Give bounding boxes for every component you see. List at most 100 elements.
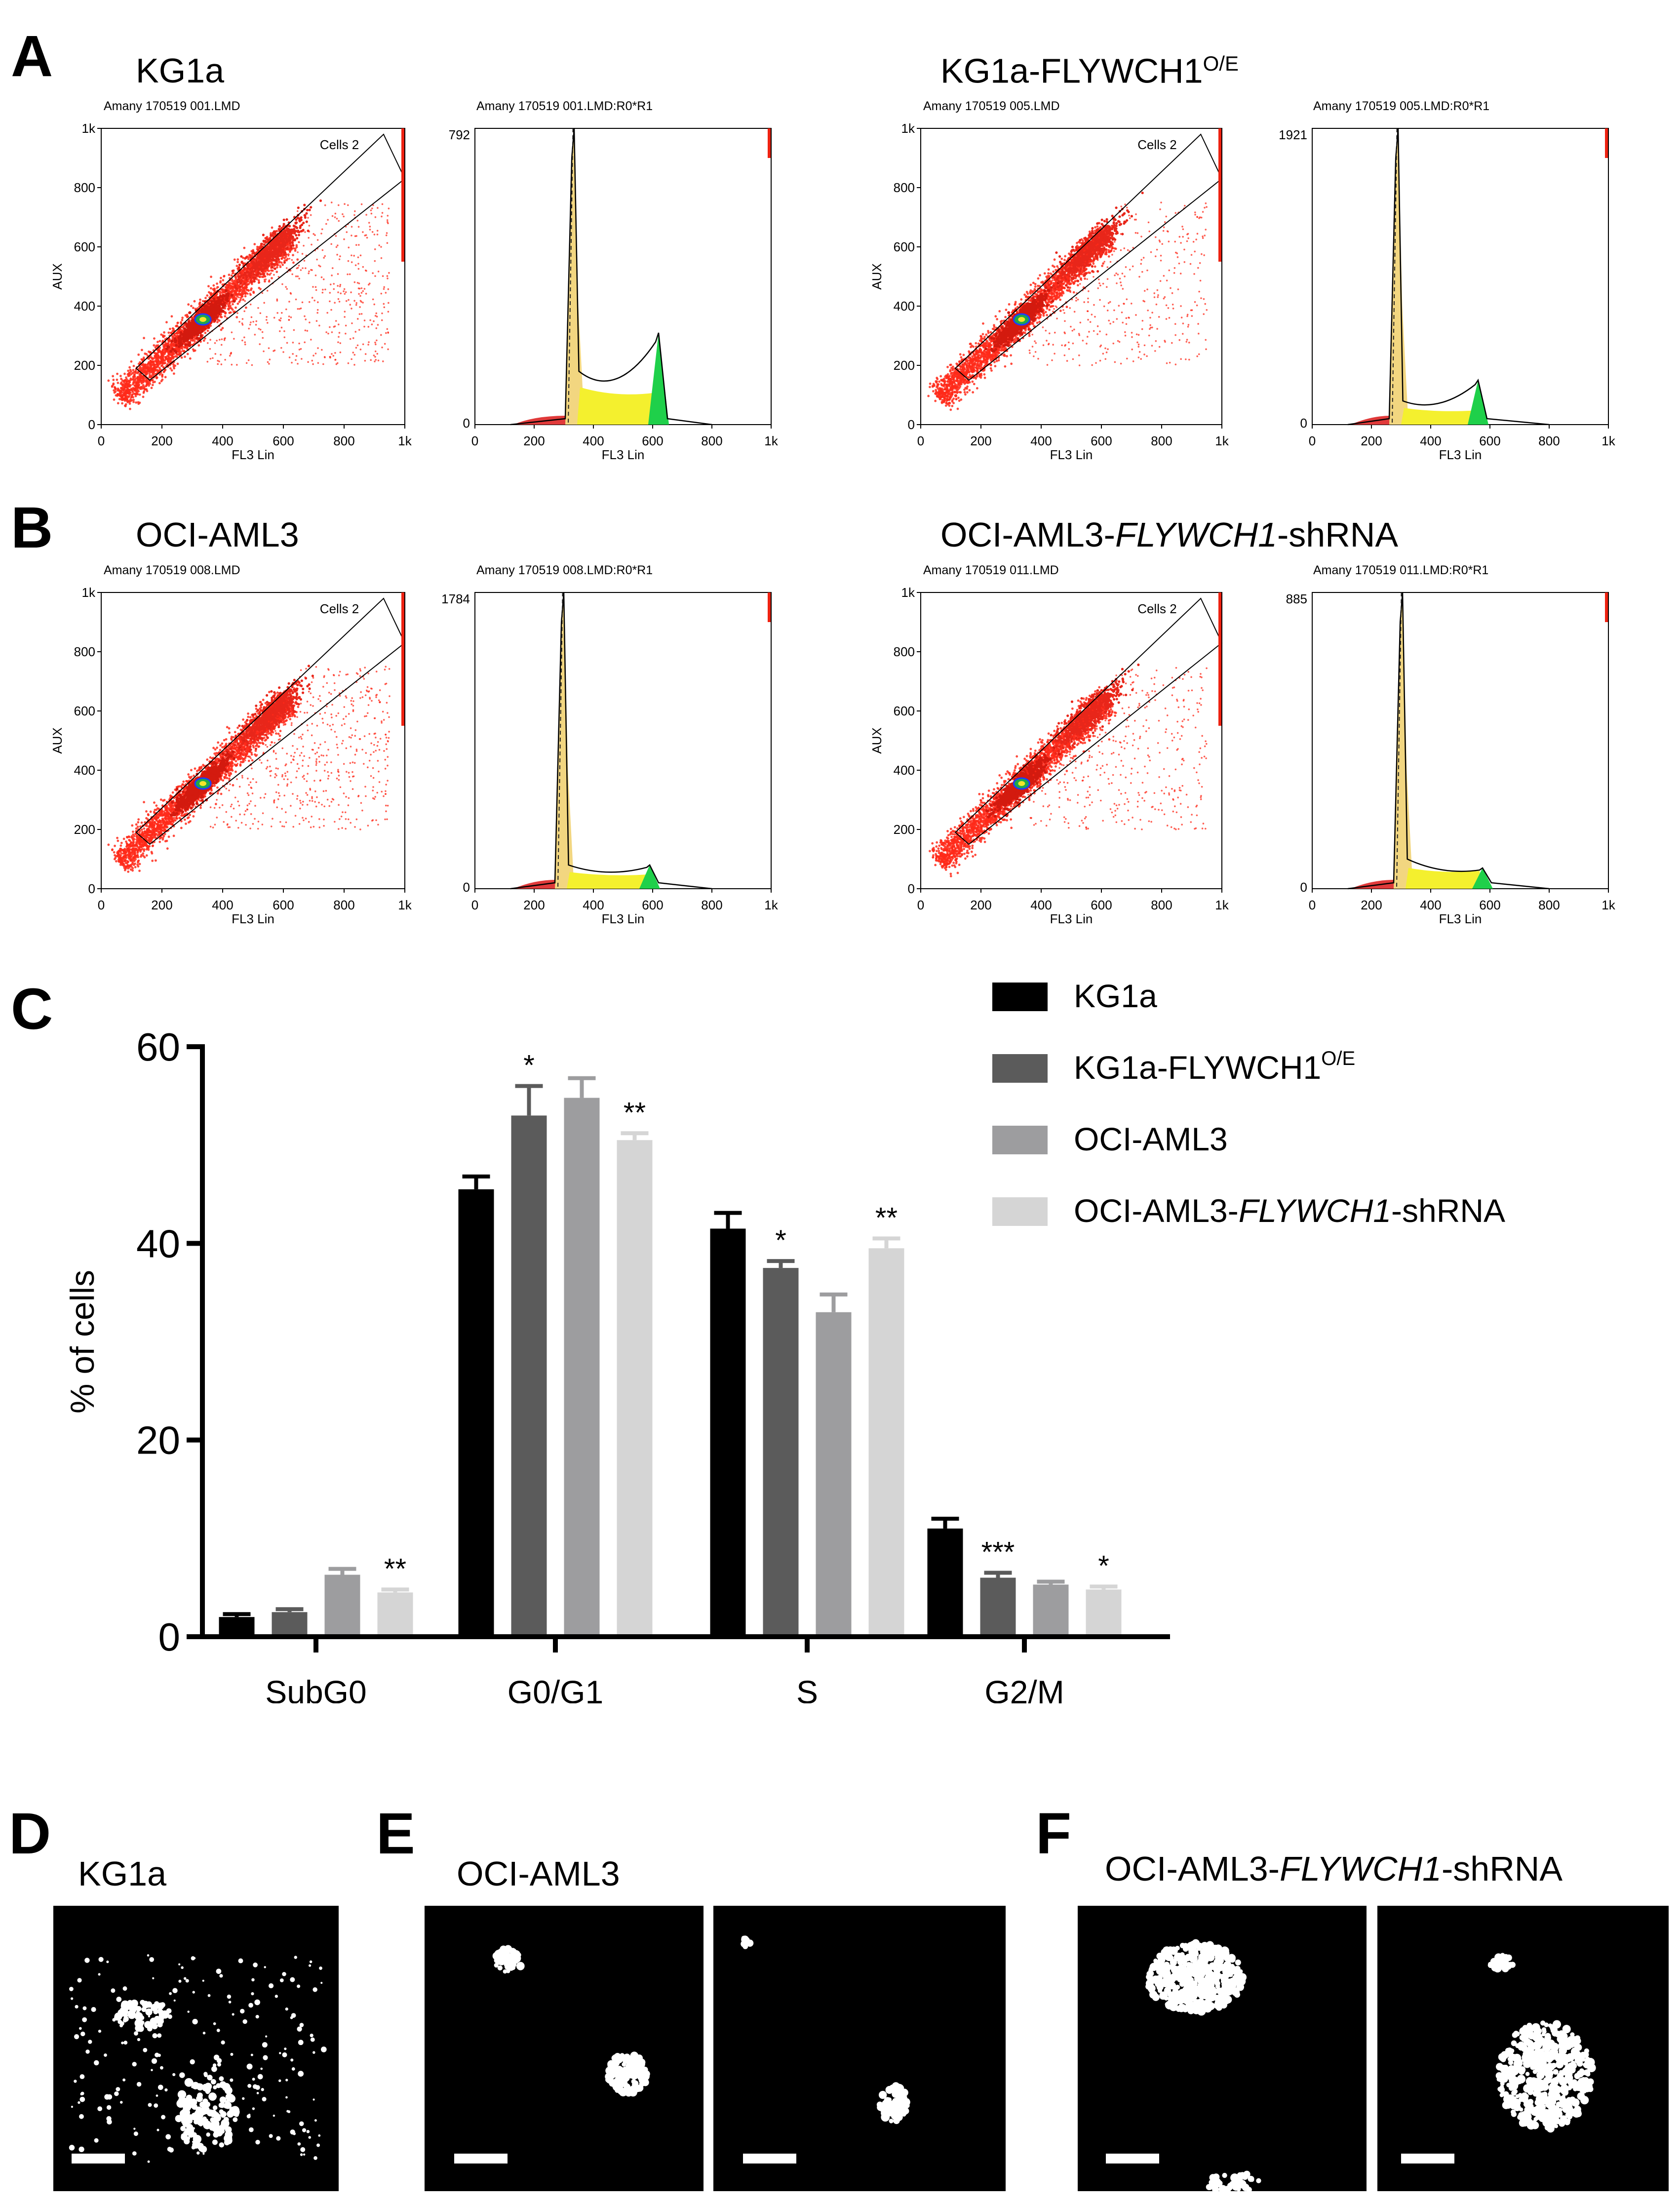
panel-a-right-label: KG1a-FLYWCH1O/E bbox=[940, 53, 1239, 88]
scatter-4-frame bbox=[920, 592, 1222, 889]
scatter-4-xlabel: FL3 Lin bbox=[1050, 911, 1093, 926]
scatter-1-ytick: 1k bbox=[82, 121, 96, 136]
hist-4-ymax: 885 bbox=[1286, 591, 1307, 606]
hist-4-y0: 0 bbox=[1300, 880, 1307, 895]
legend-label-1: KG1a bbox=[1074, 978, 1157, 1014]
scatter-4-ytick: 800 bbox=[894, 644, 915, 659]
hist-1-y0: 0 bbox=[463, 416, 470, 431]
micrograph-oci-1 bbox=[425, 1906, 703, 2191]
bar-G2M-s2 bbox=[980, 1577, 1016, 1634]
scatter-2-xlabel: FL3 Lin bbox=[1050, 447, 1093, 462]
hist-3-xtick: 400 bbox=[583, 898, 604, 912]
scatter-3-ytick: 400 bbox=[74, 763, 95, 778]
bar-chart-axes: 0 20 40 60 % of cells SubG0 G0/G1 S G2/M bbox=[64, 1025, 1170, 1703]
scatter-2-ylabel: AUX bbox=[869, 263, 884, 289]
x-category-label: G2/M bbox=[984, 1674, 1064, 1703]
scatter-dots-1 bbox=[107, 199, 390, 410]
hist-title-1: Amany 170519 001.LMD:R0*R1 bbox=[476, 100, 653, 113]
hist-1-ymax: 792 bbox=[449, 127, 470, 142]
scatter-4-xtick: 0 bbox=[917, 898, 924, 912]
hist-4-xtick: 600 bbox=[1479, 898, 1500, 912]
x-category-label: SubG0 bbox=[265, 1674, 366, 1703]
scatter-title-1: Amany 170519 001.LMD bbox=[104, 100, 240, 113]
hist-3-frame bbox=[474, 592, 772, 889]
hist-1-frame bbox=[474, 128, 772, 425]
scatter-1-ytick: 800 bbox=[74, 180, 95, 195]
significance-marker: *** bbox=[981, 1536, 1015, 1569]
hist-1-xtick: 1k bbox=[764, 433, 778, 448]
histogram-3: 0 200 400 600 800 1k FL3 Lin 0 1784 bbox=[441, 591, 779, 926]
scatter-3-ytick: 800 bbox=[74, 644, 95, 659]
hist-g1-1 bbox=[565, 128, 585, 425]
x-category-label: G0/G1 bbox=[508, 1674, 603, 1703]
histogram-4: 0 200 400 600 800 1k FL3 Lin 0 885 bbox=[1286, 591, 1616, 926]
legend-swatch-1 bbox=[992, 983, 1048, 1011]
panel-e-letter: E bbox=[376, 1805, 415, 1863]
scatter-title-2: Amany 170519 005.LMD bbox=[923, 100, 1060, 113]
hist-title-3: Amany 170519 008.LMD:R0*R1 bbox=[476, 564, 653, 577]
scatter-1-xtick: 1k bbox=[398, 433, 412, 448]
panel-e-label: OCI-AML3 bbox=[457, 1856, 620, 1891]
legend-label-4: OCI-AML3-FLYWCH1-shRNA bbox=[1074, 1192, 1505, 1229]
panel-c-letter: C bbox=[11, 980, 53, 1038]
hist-1-xtick: 600 bbox=[642, 433, 663, 448]
scatter-3-xtick: 800 bbox=[333, 898, 354, 912]
scatter-1-xtick: 800 bbox=[333, 433, 354, 448]
hist-1-xtick: 0 bbox=[471, 433, 478, 448]
hist-g1-3 bbox=[555, 592, 574, 889]
scatter-4-xtick: 600 bbox=[1091, 898, 1112, 912]
hist-3-xtick: 600 bbox=[642, 898, 663, 912]
scatter-3-ytick: 0 bbox=[88, 881, 95, 896]
hist-title-4: Amany 170519 011.LMD:R0*R1 bbox=[1313, 564, 1488, 577]
bar-G2M-s3 bbox=[1033, 1584, 1069, 1634]
scale-bar-f1 bbox=[1106, 2154, 1159, 2164]
gate-polygon-1 bbox=[135, 133, 406, 381]
hist-3-y0: 0 bbox=[463, 880, 470, 895]
micrograph-oci-2 bbox=[713, 1906, 1006, 2191]
bar-G2M-s4 bbox=[1086, 1589, 1122, 1634]
significance-marker: ** bbox=[384, 1553, 406, 1585]
scatter-1-ytick: 400 bbox=[74, 299, 95, 314]
scale-bar-d bbox=[72, 2154, 125, 2164]
scatter-3-xtick: 600 bbox=[273, 898, 294, 912]
scatter-1-ytick: 600 bbox=[74, 239, 95, 254]
panel-f-label: OCI-AML3-FLYWCH1-shRNA bbox=[1105, 1851, 1563, 1886]
panel-a-left-label: KG1a bbox=[136, 53, 224, 88]
scatter-2-xtick: 400 bbox=[1030, 433, 1052, 448]
scatter-1-ytick: 0 bbox=[88, 417, 95, 432]
gate-label-3: Cells 2 bbox=[320, 601, 359, 616]
scatter-2-ytick: 400 bbox=[894, 299, 915, 314]
y-axis-label: % of cells bbox=[64, 1270, 101, 1414]
scatter-2-xtick: 0 bbox=[917, 433, 924, 448]
scatter-dots-4 bbox=[929, 663, 1208, 877]
bar-SubG0-s2 bbox=[272, 1612, 308, 1634]
scatter-3-ytick: 200 bbox=[74, 822, 95, 837]
hist-2-frame bbox=[1312, 128, 1609, 425]
y-tick-label: 0 bbox=[158, 1615, 181, 1659]
bar-chart-legend: KG1a KG1a-FLYWCH1O/E OCI-AML3 OCI-AML3-FLYW… bbox=[992, 978, 1505, 1229]
hist-3-ymax: 1784 bbox=[441, 591, 470, 606]
bar-G2M-s1 bbox=[927, 1528, 963, 1634]
significance-marker: ** bbox=[624, 1097, 646, 1129]
hist-3-xtick: 200 bbox=[523, 898, 545, 912]
legend-label-3: OCI-AML3 bbox=[1074, 1121, 1228, 1157]
scatter-2-ytick: 600 bbox=[894, 239, 915, 254]
scatter-3-ytick: 1k bbox=[82, 585, 96, 600]
panel-d-label: KG1a bbox=[78, 1856, 166, 1891]
scatter-1-xtick: 400 bbox=[212, 433, 233, 448]
bar-S-s1 bbox=[710, 1228, 746, 1634]
scatter-1-ylabel: AUX bbox=[50, 263, 65, 289]
scatter-2-xtick: 200 bbox=[970, 433, 991, 448]
scatter-3-ylabel: AUX bbox=[50, 727, 65, 753]
hist-4-xlabel: FL3 Lin bbox=[1439, 911, 1482, 926]
hist-2-xtick: 800 bbox=[1538, 433, 1560, 448]
scatter-4-xtick: 1k bbox=[1215, 898, 1229, 912]
scale-bar-e1 bbox=[454, 2154, 508, 2164]
scale-bar-e2 bbox=[743, 2154, 796, 2164]
scatter-1-ytick: 200 bbox=[74, 358, 95, 373]
scatter-plot-2: 0 200 400 600 800 1k FL3 Lin 0 200 400 600 800 1k AUX… bbox=[869, 121, 1229, 462]
scatter-1-frame bbox=[101, 128, 405, 425]
scatter-1-xtick: 600 bbox=[273, 433, 294, 448]
bar-SubG0-s3 bbox=[324, 1574, 360, 1634]
hist-4-xtick: 0 bbox=[1309, 898, 1316, 912]
